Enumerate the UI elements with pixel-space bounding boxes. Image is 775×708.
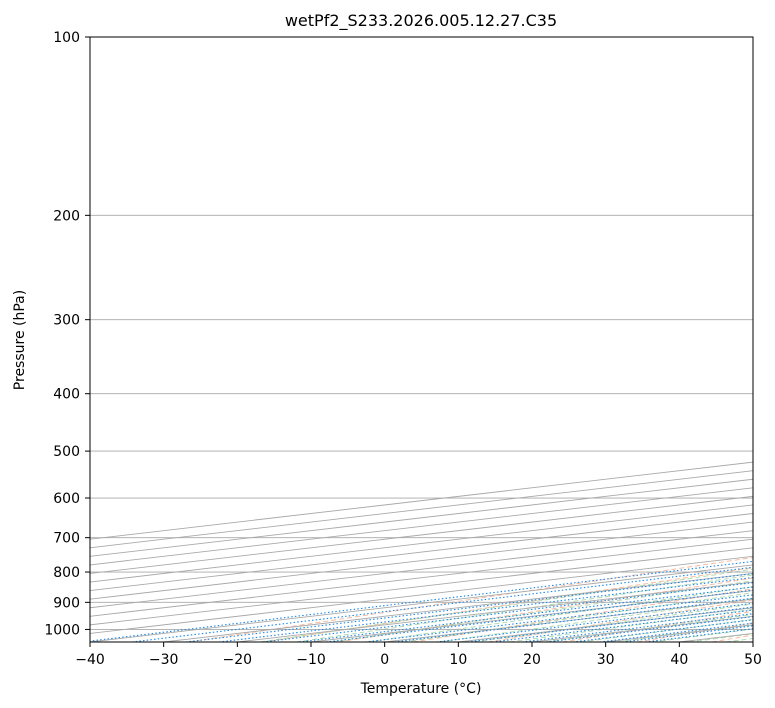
moist-adiabat-line [580, 618, 753, 642]
mixing-ratio-line [326, 589, 753, 642]
x-tick-label: −20 [223, 652, 253, 668]
x-tick-label: 30 [597, 652, 615, 668]
isotherm-line [90, 538, 753, 617]
y-tick-label: 300 [53, 313, 80, 329]
x-tick-label: 50 [744, 652, 762, 668]
x-tick-label: 20 [523, 652, 541, 668]
moist-adiabat-line [725, 637, 753, 642]
dry-adiabat-line [188, 557, 753, 642]
isotherm-line [90, 470, 753, 549]
isotherm-line [90, 487, 753, 566]
x-tick-label: −30 [149, 652, 179, 668]
y-tick-label: 700 [53, 531, 80, 547]
dry-adiabat-line [263, 567, 753, 642]
isotherm-line [90, 530, 753, 609]
y-tick-label: 900 [53, 595, 80, 611]
moist-adiabat-line [652, 628, 753, 642]
isobar-gridlines [90, 37, 753, 630]
moist-adiabat-line [509, 608, 753, 642]
dry-adiabat-line [487, 599, 753, 642]
isotherm-line [384, 598, 753, 642]
isotherm-line [90, 564, 753, 642]
plot-area: -100-90-80-70-60-50-40-30-20-10010203040… [90, 37, 753, 642]
mixing-ratio-line [365, 594, 753, 642]
isotherm-line [90, 461, 753, 540]
x-tick-label: −10 [296, 652, 326, 668]
y-tick-label: 100 [53, 30, 80, 46]
isotherm-line [90, 504, 753, 583]
isotherm-line [90, 478, 753, 557]
y-axis-label: Pressure (hPa) [12, 290, 28, 390]
dry-adiabat-line [338, 577, 753, 642]
isotherm-line [90, 495, 753, 574]
mixing-ratio-line [394, 597, 753, 642]
moist-adiabat-line [260, 568, 753, 642]
isotherm-line [237, 581, 753, 642]
isotherm-line [90, 547, 753, 626]
isotherm-line [90, 513, 753, 592]
x-tick-label: −40 [75, 652, 105, 668]
isotherm-lines [90, 461, 753, 642]
moist-adiabat-line [473, 603, 753, 642]
isotherm-line [605, 624, 753, 642]
y-tick-label: 600 [53, 491, 80, 507]
chart-title: wetPf2_S233.2026.005.12.27.C35 [285, 11, 557, 31]
moist-adiabat-line [689, 633, 753, 642]
mixing-ratio-lines [90, 560, 753, 642]
y-tick-label: 1000 [44, 622, 80, 638]
mixing-ratio-line [645, 628, 753, 642]
isotherm-line [531, 615, 753, 642]
dry-adiabats [188, 557, 753, 642]
x-axis: −40 −30 −20 −10 0 10 20 30 40 50 [75, 642, 762, 668]
y-tick-label: 200 [53, 208, 80, 224]
moist-adiabats [260, 568, 753, 642]
moist-adiabat-line [403, 592, 753, 642]
x-tick-label: 40 [670, 652, 688, 668]
plot-frame [89, 36, 754, 643]
dry-adiabat-line [636, 622, 753, 642]
moist-adiabat-line [616, 623, 753, 642]
mixing-ratio-line [90, 560, 753, 642]
x-tick-label: 10 [449, 652, 467, 668]
y-tick-label: 500 [53, 444, 80, 460]
isotherm-line [752, 641, 753, 642]
y-tick-label: 800 [53, 565, 80, 581]
isotherm-line [90, 521, 753, 600]
isotherm-line [679, 632, 753, 642]
mixing-ratio-line [467, 606, 753, 642]
moist-adiabat-line [332, 580, 753, 642]
moist-adiabat-line [296, 574, 753, 642]
y-tick-label: 400 [53, 387, 80, 403]
dry-adiabat-line [562, 610, 753, 642]
isotherm-line [310, 590, 753, 642]
y-axis: 100 200 300 400 500 600 700 800 900 1000 [44, 30, 90, 638]
x-axis-label: Temperature (°C) [360, 681, 482, 697]
x-tick-label: 0 [380, 652, 389, 668]
isotherm-line [163, 573, 753, 642]
